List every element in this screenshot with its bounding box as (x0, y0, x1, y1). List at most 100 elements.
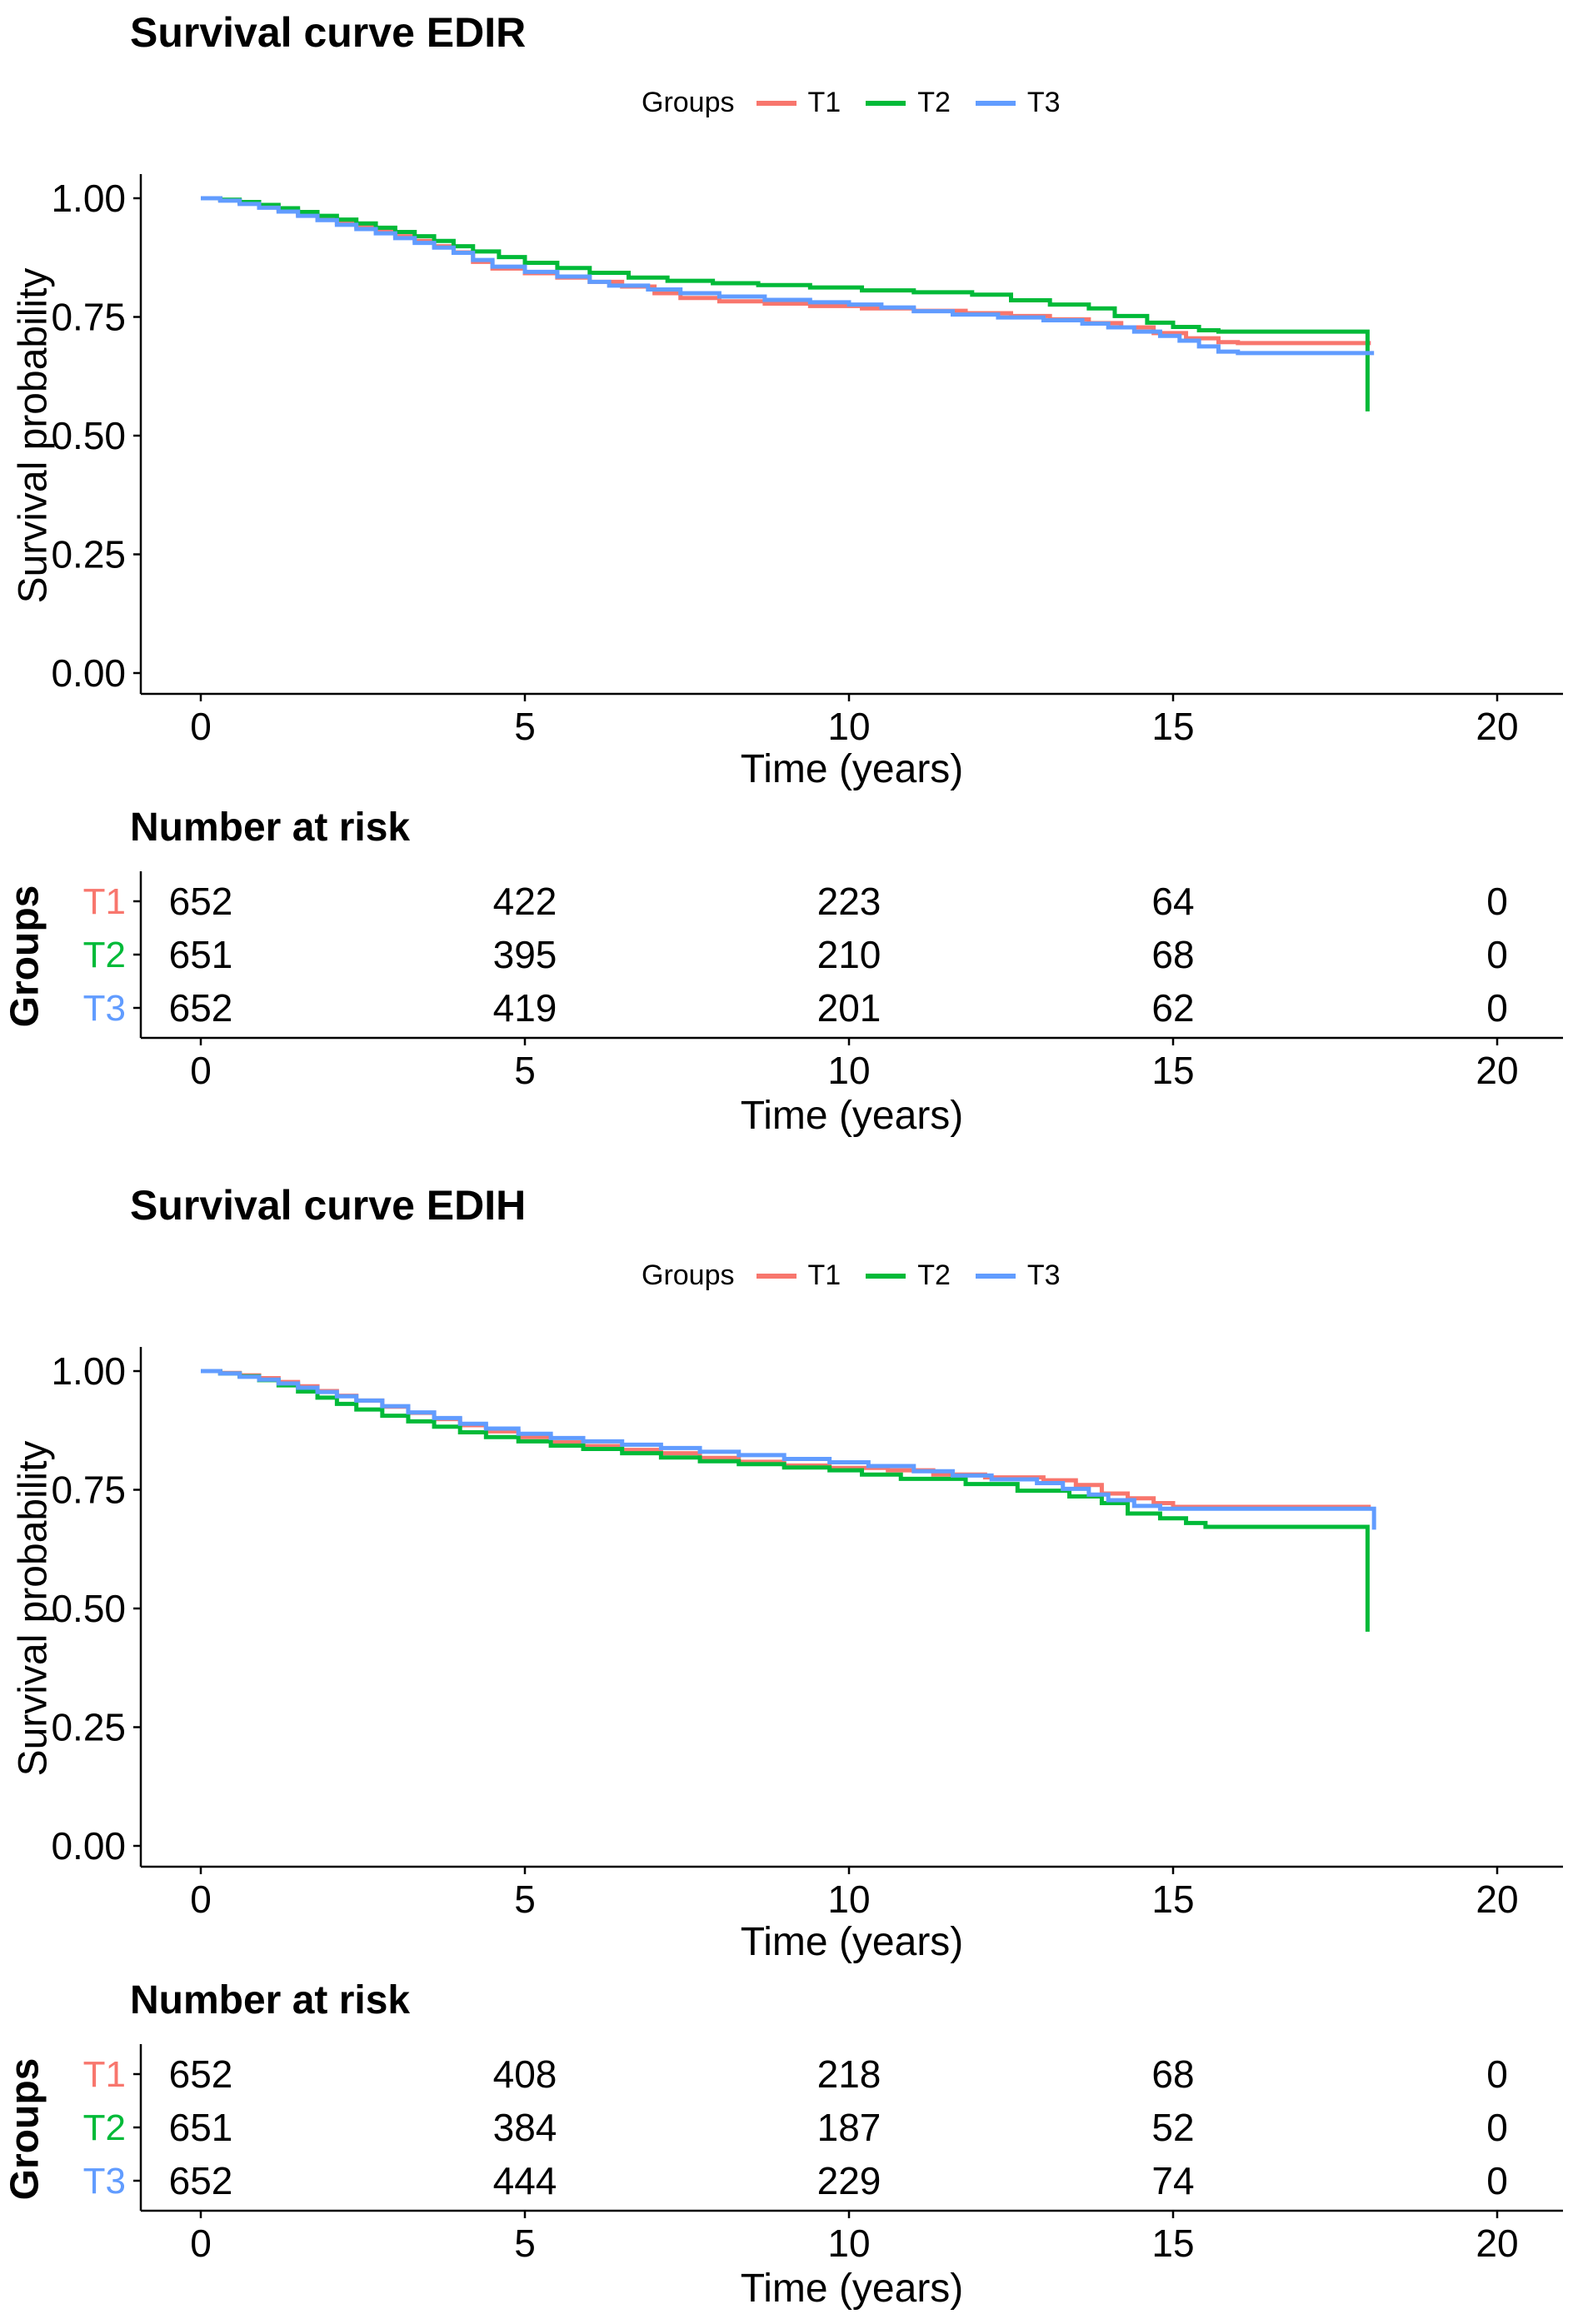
risk-count-T1-t5: 408 (493, 2052, 557, 2096)
y-tick-label: 0.00 (51, 651, 126, 695)
x-tick-label: 10 (827, 1878, 870, 1921)
risk-count-T1-t0: 652 (169, 2052, 233, 2096)
risk-row-label-T3: T3 (83, 988, 126, 1029)
y-tick-label: 0.50 (51, 414, 126, 457)
risk-count-T1-t20: 0 (1486, 880, 1508, 923)
risk-x-axis-title-edih: Time (years) (740, 2267, 964, 2311)
legend-title: Groups (642, 1259, 735, 1291)
risk-count-T1-t10: 218 (817, 2052, 881, 2096)
legend-label-t1: T1 (807, 87, 841, 118)
legend-label-t2: T2 (917, 87, 951, 118)
risk-count-T2-t10: 210 (817, 933, 881, 976)
survival-curve-T3 (201, 1369, 1376, 1530)
risk-table-title-edir: Number at risk (130, 805, 411, 850)
risk-x-tick-label: 0 (190, 2222, 212, 2265)
risk-row-label-T1: T1 (83, 2054, 126, 2095)
risk-row-label-T1: T1 (83, 881, 126, 922)
risk-count-T2-t0: 651 (169, 2106, 233, 2149)
x-tick-label: 0 (190, 705, 212, 748)
y-tick-label: 0.25 (51, 533, 126, 576)
risk-x-tick-label: 0 (190, 1049, 212, 1092)
risk-count-T1-t5: 422 (493, 880, 557, 923)
legend-edir: Groups T1 T2 T3 (642, 87, 1086, 119)
chart-title-edih: Survival curve EDIH (130, 1182, 527, 1229)
risk-count-T2-t5: 395 (493, 933, 557, 976)
x-tick-label: 0 (190, 1878, 212, 1921)
survival-curve-T3 (201, 196, 1375, 356)
y-tick-label: 1.00 (51, 177, 126, 220)
x-tick-label: 15 (1151, 705, 1194, 748)
risk-count-T3-t5: 419 (493, 986, 557, 1030)
risk-count-T2-t10: 187 (817, 2106, 881, 2149)
risk-row-label-T2: T2 (83, 2107, 126, 2148)
risk-count-T1-t20: 0 (1486, 2052, 1508, 2096)
legend-item-t1: T1 (756, 1259, 841, 1292)
risk-count-T2-t0: 651 (169, 933, 233, 976)
risk-count-T1-t15: 68 (1151, 2052, 1194, 2096)
legend-item-t3: T3 (975, 1259, 1061, 1292)
legend-item-t2: T2 (866, 87, 951, 119)
risk-x-tick-label: 15 (1151, 2222, 1194, 2265)
risk-x-tick-label: 20 (1476, 2222, 1518, 2265)
survival-curve-T2 (201, 196, 1370, 411)
y-tick-label: 0.25 (51, 1706, 126, 1749)
risk-x-axis-title-edir: Time (years) (740, 1094, 964, 1138)
t3-line-swatch-icon (975, 1273, 1016, 1279)
risk-count-T3-t0: 652 (169, 986, 233, 1030)
x-axis-title-edir: Time (years) (740, 747, 964, 791)
risk-count-T2-t5: 384 (493, 2106, 557, 2149)
y-tick-label: 1.00 (51, 1349, 126, 1393)
risk-row-label-T3: T3 (83, 2161, 126, 2202)
x-tick-label: 5 (514, 705, 536, 748)
risk-count-T2-t15: 52 (1151, 2106, 1194, 2149)
y-tick-label: 0.75 (51, 1469, 126, 1512)
risk-count-T1-t15: 64 (1151, 880, 1194, 923)
t1-line-swatch-icon (756, 1273, 796, 1279)
legend-item-t3: T3 (975, 87, 1061, 119)
t2-line-swatch-icon (866, 100, 906, 106)
legend-title: Groups (642, 87, 735, 118)
risk-count-T3-t5: 444 (493, 2159, 557, 2202)
legend-label-t3: T3 (1026, 1259, 1061, 1291)
chart-title-edir: Survival curve EDIR (130, 9, 527, 56)
risk-x-tick-label: 5 (514, 1049, 536, 1092)
risk-count-T1-t0: 652 (169, 880, 233, 923)
legend-item-t1: T1 (756, 87, 841, 119)
survival-curve-T1 (201, 196, 1371, 346)
risk-count-T3-t20: 0 (1486, 986, 1508, 1030)
risk-table-title-edih: Number at risk (130, 1978, 411, 2022)
risk-count-T1-t10: 223 (817, 880, 881, 923)
risk-count-T3-t20: 0 (1486, 2159, 1508, 2202)
y-tick-label: 0.75 (51, 296, 126, 339)
risk-x-tick-label: 15 (1151, 1049, 1194, 1092)
risk-count-T2-t15: 68 (1151, 933, 1194, 976)
legend-label-t2: T2 (917, 1259, 951, 1291)
t2-line-swatch-icon (866, 1273, 906, 1279)
risk-count-T2-t20: 0 (1486, 2106, 1508, 2149)
risk-x-tick-label: 10 (827, 2222, 870, 2265)
risk-count-T3-t10: 201 (817, 986, 881, 1030)
x-tick-label: 5 (514, 1878, 536, 1921)
risk-x-tick-label: 20 (1476, 1049, 1518, 1092)
y-tick-label: 0.00 (51, 1824, 126, 1868)
x-tick-label: 10 (827, 705, 870, 748)
legend-item-t2: T2 (866, 1259, 951, 1292)
x-tick-label: 15 (1151, 1878, 1194, 1921)
survival-curve-T1 (201, 1369, 1371, 1509)
survival-curve-T2 (201, 1369, 1370, 1632)
risk-row-label-T2: T2 (83, 935, 126, 975)
t3-line-swatch-icon (975, 100, 1016, 106)
risk-count-T3-t10: 229 (817, 2159, 881, 2202)
risk-count-T3-t15: 62 (1151, 986, 1194, 1030)
t1-line-swatch-icon (756, 100, 796, 106)
risk-count-T3-t0: 652 (169, 2159, 233, 2202)
risk-x-tick-label: 5 (514, 2222, 536, 2265)
x-tick-label: 20 (1476, 1878, 1518, 1921)
legend-label-t3: T3 (1026, 87, 1061, 118)
y-tick-label: 0.50 (51, 1587, 126, 1630)
legend-label-t1: T1 (807, 1259, 841, 1291)
legend-edih: Groups T1 T2 T3 (642, 1259, 1086, 1292)
risk-count-T2-t20: 0 (1486, 933, 1508, 976)
